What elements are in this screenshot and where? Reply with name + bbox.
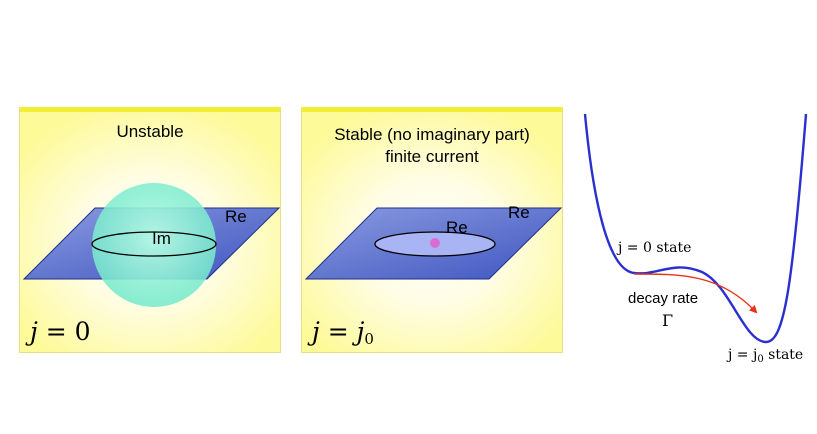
equation-rhs-subscript: 0 (364, 330, 374, 348)
current-equation: j = 0 (30, 317, 91, 346)
decay-rate-label: decay rate (628, 290, 699, 307)
unstable-scene (22, 183, 280, 307)
right-state-subscript: 0 (757, 354, 764, 365)
right-state-label: j = j0 state (728, 347, 803, 365)
stable-panel: Stable (no imaginary part) finite curren… (301, 107, 563, 353)
potential-curve (583, 113, 808, 344)
panel-title-line2: finite current (385, 147, 479, 166)
current-equation: j = j0 (312, 317, 374, 348)
gamma-symbol: Γ (662, 311, 674, 330)
plane-label: Re (508, 203, 530, 222)
state-dot (430, 238, 440, 248)
panel-top-bar (20, 107, 280, 112)
equation-lhs: j (312, 317, 320, 346)
stable-scene (304, 207, 562, 280)
center-label: Re (446, 218, 468, 237)
panel-title-line1: Stable (no imaginary part) (334, 125, 530, 144)
decay-arrow (633, 273, 758, 314)
panel-title: Unstable (116, 122, 184, 141)
left-state-label: j = 0 state (618, 240, 692, 256)
equator-ellipse (91, 231, 217, 257)
plane-label: Re (225, 207, 247, 226)
equation-lhs: j (30, 317, 38, 346)
equation-rhs: j (356, 317, 365, 346)
equation-rhs: 0 (74, 317, 91, 346)
panel-top-bar (302, 107, 562, 112)
potential-plot (583, 113, 808, 344)
sphere (92, 183, 216, 307)
right-state-suffix: state (763, 347, 804, 363)
potential-diagram: j = 0 state decay rate Γ j = j0 state (560, 100, 817, 370)
center-label: Im (152, 229, 171, 248)
unstable-panel: Unstable Re Im j = 0 (19, 107, 281, 353)
right-state-prefix: j = j (728, 347, 758, 363)
